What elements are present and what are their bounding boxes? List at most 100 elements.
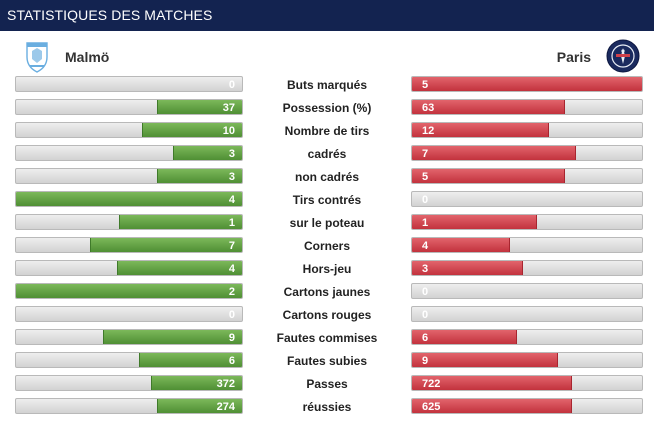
away-stat-bar: 7 bbox=[411, 145, 643, 161]
home-stat-bar: 3 bbox=[15, 145, 243, 161]
home-stat-bar: 37 bbox=[15, 99, 243, 115]
stat-label: Cartons rouges bbox=[282, 308, 372, 322]
away-stat-bar: 0 bbox=[411, 306, 643, 322]
stat-row: 274 réussies 625 bbox=[0, 398, 654, 416]
away-stat-bar: 722 bbox=[411, 375, 643, 391]
away-stat-value: 722 bbox=[422, 378, 441, 390]
away-stat-value: 3 bbox=[422, 263, 429, 275]
stat-row: 0 Buts marqués 5 bbox=[0, 76, 654, 94]
home-stat-value: 4 bbox=[228, 263, 235, 275]
home-stat-bar: 0 bbox=[15, 306, 243, 322]
away-stat-value: 6 bbox=[422, 332, 429, 344]
stat-row: 372 Passes 722 bbox=[0, 375, 654, 393]
stat-row: 1 sur le poteau 1 bbox=[0, 214, 654, 232]
stat-row: 4 Hors-jeu 3 bbox=[0, 260, 654, 278]
teams-row: Malmö Paris bbox=[0, 38, 654, 74]
home-stat-value: 10 bbox=[222, 125, 235, 137]
away-stat-bar: 625 bbox=[411, 398, 643, 414]
stat-row: 3 non cadrés 5 bbox=[0, 168, 654, 186]
away-stat-value: 0 bbox=[422, 309, 429, 321]
stats-header: STATISTIQUES DES MATCHES bbox=[0, 0, 654, 31]
away-stat-fill bbox=[412, 100, 565, 114]
stat-label: Hors-jeu bbox=[302, 262, 352, 276]
stat-label: Fautes commises bbox=[276, 331, 378, 345]
home-stat-fill bbox=[116, 261, 242, 275]
stat-label: Passes bbox=[306, 377, 348, 391]
home-stat-fill bbox=[173, 146, 242, 160]
away-stat-bar: 9 bbox=[411, 352, 643, 368]
away-stat-fill bbox=[412, 330, 517, 344]
home-stat-value: 274 bbox=[216, 401, 235, 413]
home-stat-value: 372 bbox=[216, 378, 235, 390]
home-stat-fill bbox=[16, 192, 242, 206]
home-stat-bar: 7 bbox=[15, 237, 243, 253]
home-stat-fill bbox=[139, 353, 242, 367]
stat-label: Buts marqués bbox=[286, 78, 368, 92]
home-stat-value: 3 bbox=[228, 148, 235, 160]
stat-row: 7 Corners 4 bbox=[0, 237, 654, 255]
home-stat-value: 2 bbox=[228, 286, 235, 298]
away-stat-bar: 0 bbox=[411, 191, 643, 207]
home-stat-fill bbox=[16, 284, 242, 298]
home-stat-value: 0 bbox=[228, 79, 235, 91]
away-stat-value: 63 bbox=[422, 102, 435, 114]
away-stat-fill bbox=[412, 169, 565, 183]
home-stat-fill bbox=[89, 238, 242, 252]
home-stat-bar: 372 bbox=[15, 375, 243, 391]
stat-label: sur le poteau bbox=[289, 216, 365, 230]
away-stat-bar: 0 bbox=[411, 283, 643, 299]
away-stat-value: 9 bbox=[422, 355, 429, 367]
stat-row: 3 cadrés 7 bbox=[0, 145, 654, 163]
home-stat-fill bbox=[150, 376, 242, 390]
away-stat-bar: 63 bbox=[411, 99, 643, 115]
away-stat-fill bbox=[412, 215, 538, 229]
psg-crest-icon bbox=[606, 39, 640, 78]
home-stat-value: 9 bbox=[228, 332, 235, 344]
stat-label: réussies bbox=[302, 400, 352, 414]
stat-label: cadrés bbox=[307, 147, 347, 161]
away-stat-fill bbox=[412, 399, 572, 413]
stat-label: Corners bbox=[303, 239, 350, 253]
stat-row: 9 Fautes commises 6 bbox=[0, 329, 654, 347]
home-stat-bar: 0 bbox=[15, 76, 243, 92]
home-stat-bar: 3 bbox=[15, 168, 243, 184]
home-stat-fill bbox=[157, 100, 242, 114]
away-stat-value: 7 bbox=[422, 148, 429, 160]
home-stat-fill bbox=[157, 399, 242, 413]
stat-label: Possession (%) bbox=[282, 101, 372, 115]
away-stat-bar: 3 bbox=[411, 260, 643, 276]
away-stat-bar: 1 bbox=[411, 214, 643, 230]
home-stat-value: 37 bbox=[222, 102, 235, 114]
malmo-crest-icon bbox=[24, 39, 50, 78]
away-stat-fill bbox=[412, 77, 642, 91]
home-stat-value: 0 bbox=[228, 309, 235, 321]
header-title: STATISTIQUES DES MATCHES bbox=[7, 7, 213, 23]
home-stat-value: 7 bbox=[228, 240, 235, 252]
home-stat-bar: 9 bbox=[15, 329, 243, 345]
home-stat-value: 4 bbox=[228, 194, 235, 206]
stat-label: Fautes subies bbox=[286, 354, 368, 368]
home-stat-value: 3 bbox=[228, 171, 235, 183]
away-stat-bar: 6 bbox=[411, 329, 643, 345]
away-stat-fill bbox=[412, 376, 572, 390]
stat-row: 10 Nombre de tirs 12 bbox=[0, 122, 654, 140]
away-stat-fill bbox=[412, 238, 510, 252]
away-stat-fill bbox=[412, 123, 549, 137]
away-stat-value: 0 bbox=[422, 194, 429, 206]
home-team-name: Malmö bbox=[65, 49, 110, 65]
away-team-name: Paris bbox=[556, 49, 591, 65]
away-stat-value: 0 bbox=[422, 286, 429, 298]
home-stat-fill bbox=[118, 215, 242, 229]
home-stat-bar: 274 bbox=[15, 398, 243, 414]
home-stat-value: 1 bbox=[228, 217, 235, 229]
home-stat-bar: 4 bbox=[15, 191, 243, 207]
home-stat-bar: 4 bbox=[15, 260, 243, 276]
away-stat-fill bbox=[412, 261, 524, 275]
away-stat-value: 625 bbox=[422, 401, 441, 413]
home-stat-bar: 10 bbox=[15, 122, 243, 138]
home-stat-bar: 6 bbox=[15, 352, 243, 368]
away-stat-value: 5 bbox=[422, 79, 429, 91]
away-stat-bar: 4 bbox=[411, 237, 643, 253]
away-stat-bar: 5 bbox=[411, 76, 643, 92]
stat-label: Nombre de tirs bbox=[284, 124, 370, 138]
